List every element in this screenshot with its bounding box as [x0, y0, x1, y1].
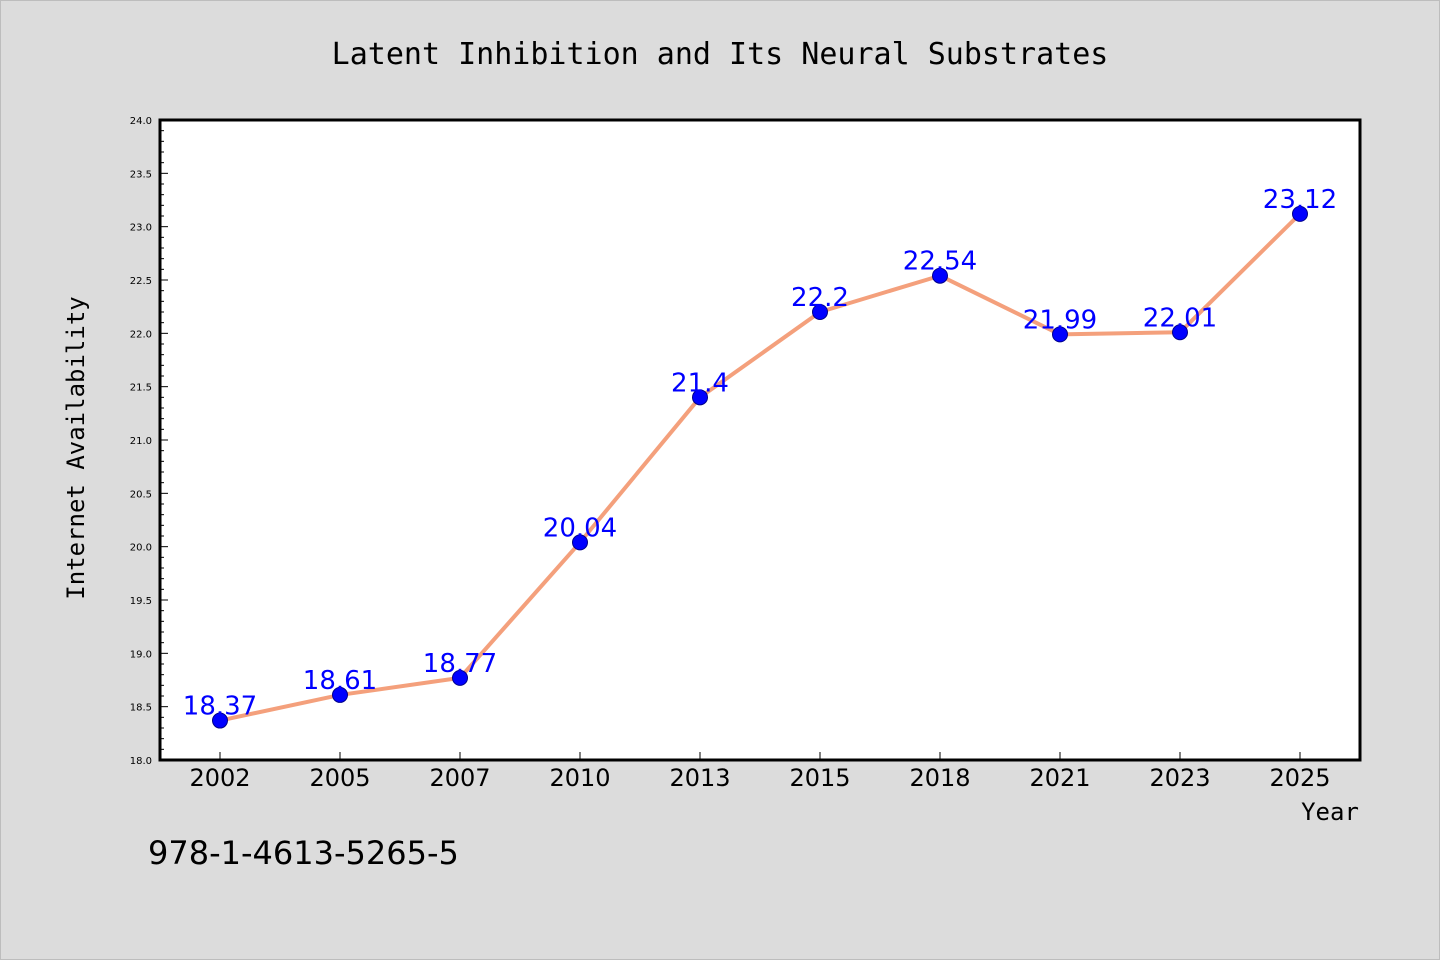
data-label: 18.77 [423, 649, 497, 679]
data-point [1172, 324, 1188, 341]
x-tick-label: 2018 [909, 764, 970, 792]
y-tick-label: 21.0 [130, 436, 152, 447]
y-tick-label: 22.0 [130, 329, 152, 340]
series-line [219, 212, 1302, 723]
data-label: 21.4 [671, 368, 729, 398]
x-axis-label: Year [1301, 798, 1359, 826]
isbn-text: 978-1-4613-5265-5 [148, 834, 459, 872]
data-point [692, 389, 708, 406]
data-label: 21.99 [1023, 305, 1097, 335]
y-tick-label: 18.0 [130, 756, 152, 767]
x-tick-label: 2021 [1029, 764, 1090, 792]
data-label: 18.61 [303, 666, 377, 696]
data-point [932, 267, 948, 284]
x-tick-label: 2005 [309, 764, 370, 792]
y-tick-label: 21.5 [130, 383, 152, 394]
x-tick-label: 2010 [549, 764, 610, 792]
y-tick-label: 20.0 [130, 543, 152, 554]
data-point [452, 669, 468, 686]
data-point [572, 534, 588, 551]
plot-area [160, 120, 1360, 760]
series-layer: 18.37 18.61 18.77 20.04 21.4 22.2 22.54 21.99 22… [183, 185, 1337, 729]
x-tick-label: 2023 [1149, 764, 1210, 792]
y-tick-label: 19.5 [130, 596, 152, 607]
data-point [212, 712, 228, 729]
y-axis-label: Internet Availability [62, 296, 90, 599]
y-tick-label: 19.0 [130, 649, 152, 660]
data-label: 20.04 [543, 513, 617, 543]
data-label: 22.54 [903, 247, 977, 277]
y-tick-label: 23.0 [130, 223, 152, 234]
plot-frame [158, 118, 1362, 762]
data-label: 22.2 [791, 283, 849, 313]
y-tick-label: 20.5 [130, 489, 152, 500]
y-tick-label: 18.5 [130, 703, 152, 714]
x-tick-label: 2007 [429, 764, 490, 792]
x-tick-label: 2002 [189, 764, 250, 792]
y-tick-label: 24.0 [130, 116, 152, 127]
x-axis-ticks: 2002 2005 2007 2010 2013 2015 2018 2021 2023 2025 [189, 752, 1331, 792]
data-label: 18.37 [183, 692, 257, 722]
x-tick-label: 2013 [669, 764, 730, 792]
data-label: 22.01 [1143, 303, 1217, 333]
y-tick-label: 23.5 [130, 169, 152, 180]
data-label: 23.12 [1263, 185, 1337, 215]
data-point [332, 686, 348, 703]
y-tick-label: 22.5 [130, 276, 152, 287]
data-point [812, 304, 828, 320]
data-point [1052, 326, 1068, 343]
x-tick-label: 2025 [1269, 764, 1330, 792]
chart-title: Latent Inhibition and Its Neural Substra… [332, 37, 1109, 72]
x-tick-label: 2015 [789, 764, 850, 792]
data-point [1292, 205, 1308, 222]
